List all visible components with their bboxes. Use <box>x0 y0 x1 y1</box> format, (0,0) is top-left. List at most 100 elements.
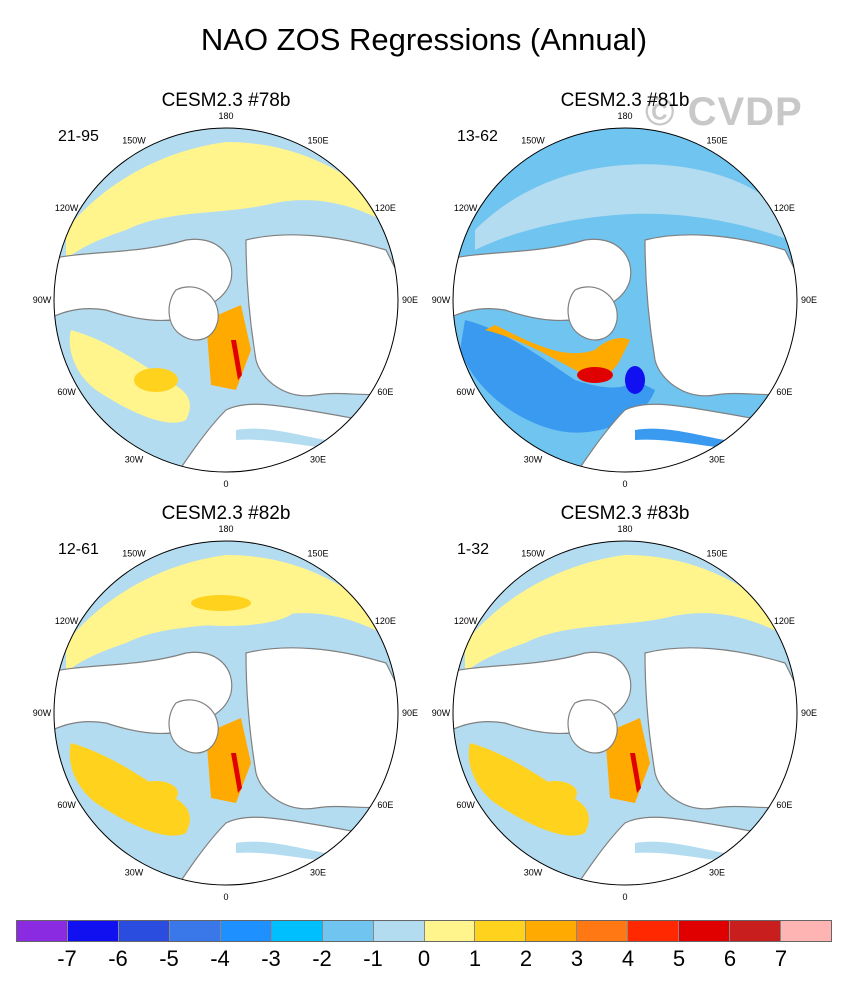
longitude-label: 30E <box>310 454 326 464</box>
pacific-anomaly <box>475 164 790 250</box>
longitude-label: 120W <box>55 203 79 213</box>
land-eurasia <box>245 647 398 810</box>
colorbar-label: -4 <box>210 946 230 971</box>
longitude-label: 150E <box>307 136 328 146</box>
colorbar-label: 3 <box>570 946 584 971</box>
colorbar-label: -3 <box>261 946 281 971</box>
longitude-label: 180 <box>617 111 632 121</box>
longitude-label: 90E <box>801 708 817 718</box>
land-eurasia <box>245 234 398 397</box>
land-greenland <box>168 286 219 341</box>
longitude-label: 60W <box>57 800 76 810</box>
map-panel-78b: 180 150E 120E 90E 60E 30E 0 30W 60W 90W 120W 150W C… <box>33 90 418 520</box>
longitude-label: 60W <box>456 800 475 810</box>
panel-years: 12-61 <box>58 541 99 558</box>
longitude-label: 30W <box>125 867 144 877</box>
colorbar-swatch <box>169 921 221 941</box>
longitude-label: 120W <box>454 203 478 213</box>
longitude-label: 60E <box>776 800 792 810</box>
north-sea-min <box>625 366 645 394</box>
longitude-label: 150E <box>307 549 328 559</box>
colorbar-swatch <box>628 921 680 941</box>
colorbar-swatch <box>322 921 374 941</box>
colorbar-swatch <box>424 921 476 941</box>
longitude-label: 30W <box>524 454 543 464</box>
longitude-label: 120E <box>375 616 396 626</box>
longitude-label: 90E <box>402 295 418 305</box>
colorbar-swatch <box>220 921 272 941</box>
longitude-label: 60W <box>57 387 76 397</box>
longitude-label: 90W <box>432 295 451 305</box>
map-boundary <box>452 127 798 473</box>
colorbar-label: 1 <box>468 946 482 971</box>
longitude-label: 180 <box>617 524 632 534</box>
panel-title: CESM2.3 #82b <box>161 503 291 524</box>
polar-map-78b: 180 150E 120E 90E 60E 30E 0 30W 60W 90W 120W 150W <box>33 111 418 489</box>
land-greenland <box>567 286 618 341</box>
colorbar-label: -6 <box>108 946 128 971</box>
longitude-label: 0 <box>622 892 627 902</box>
panel-years: 21-95 <box>58 128 99 145</box>
map-boundary <box>452 540 798 886</box>
longitude-label: 30W <box>524 867 543 877</box>
panel-title: CESM2.3 #83b <box>560 503 690 524</box>
longitude-label: 0 <box>223 892 228 902</box>
pacific-anomaly <box>66 142 391 260</box>
longitude-label: 90E <box>402 708 418 718</box>
panel-years: 1-32 <box>457 541 490 558</box>
polar-map-82b: 180 150E 120E 90E 60E 30E 0 30W 60W 90W 120W 150W <box>33 524 418 902</box>
land-eurasia <box>644 234 797 397</box>
colorbar-labels: -7 -6 -5 -4 -3 -2 -1 0 1 2 3 4 5 6 7 <box>0 946 848 976</box>
colorbar-label: -1 <box>363 946 383 971</box>
colorbar-label: 6 <box>723 946 737 971</box>
land-eurasia <box>644 647 797 810</box>
longitude-label: 30W <box>125 454 144 464</box>
mediterranean <box>236 428 326 448</box>
pacific-gold-core <box>191 595 251 611</box>
colorbar-swatch <box>271 921 323 941</box>
baltic-max <box>231 340 242 380</box>
colorbar-label: 5 <box>672 946 686 971</box>
colorbar-label: 2 <box>519 946 533 971</box>
map-boundary <box>53 127 399 473</box>
polar-map-83b: 180 150E 120E 90E 60E 30E 0 30W 60W 90W 120W 150W <box>432 524 817 902</box>
longitude-label: 150W <box>521 549 545 559</box>
longitude-label: 60E <box>377 800 393 810</box>
longitude-label: 90E <box>801 295 817 305</box>
colorbar-label: 4 <box>621 946 635 971</box>
atlantic-anomaly <box>69 330 190 423</box>
atlantic-anomaly <box>69 743 190 836</box>
longitude-label: 120E <box>774 203 795 213</box>
longitude-label: 120E <box>375 203 396 213</box>
longitude-label: 120W <box>454 616 478 626</box>
longitude-label: 120E <box>774 616 795 626</box>
atlantic-positive <box>485 325 630 377</box>
atlantic-negative <box>460 320 655 433</box>
longitude-label: 150W <box>122 549 146 559</box>
colorbar-label: -7 <box>57 946 77 971</box>
map-panel-83b: 180 150E 120E 90E 60E 30E 0 30W 60W 90W 120W 150W C… <box>432 503 817 933</box>
atlantic-max <box>577 367 613 383</box>
mediterranean <box>635 841 725 861</box>
mediterranean <box>635 428 725 448</box>
figure-title: NAO ZOS Regressions (Annual) <box>200 22 648 57</box>
longitude-label: 30E <box>709 454 725 464</box>
longitude-label: 60W <box>456 387 475 397</box>
atlantic-core <box>134 368 178 392</box>
atlantic-core <box>134 781 178 805</box>
colorbar-swatch <box>118 921 170 941</box>
longitude-label: 150E <box>706 549 727 559</box>
land-greenland <box>567 699 618 754</box>
pacific-anomaly <box>465 555 790 673</box>
colorbar-swatch <box>67 921 119 941</box>
colorbar-label: 7 <box>774 946 788 971</box>
longitude-label: 150E <box>706 136 727 146</box>
longitude-label: 120W <box>55 616 79 626</box>
map-panel-82b: 180 150E 120E 90E 60E 30E 0 30W 60W 90W 120W 150W C… <box>33 503 418 933</box>
longitude-label: 90W <box>432 708 451 718</box>
longitude-label: 150W <box>521 136 545 146</box>
colorbar-swatch <box>679 921 731 941</box>
mediterranean <box>236 841 326 861</box>
colorbar-swatch <box>373 921 425 941</box>
colorbar-label: -5 <box>159 946 179 971</box>
